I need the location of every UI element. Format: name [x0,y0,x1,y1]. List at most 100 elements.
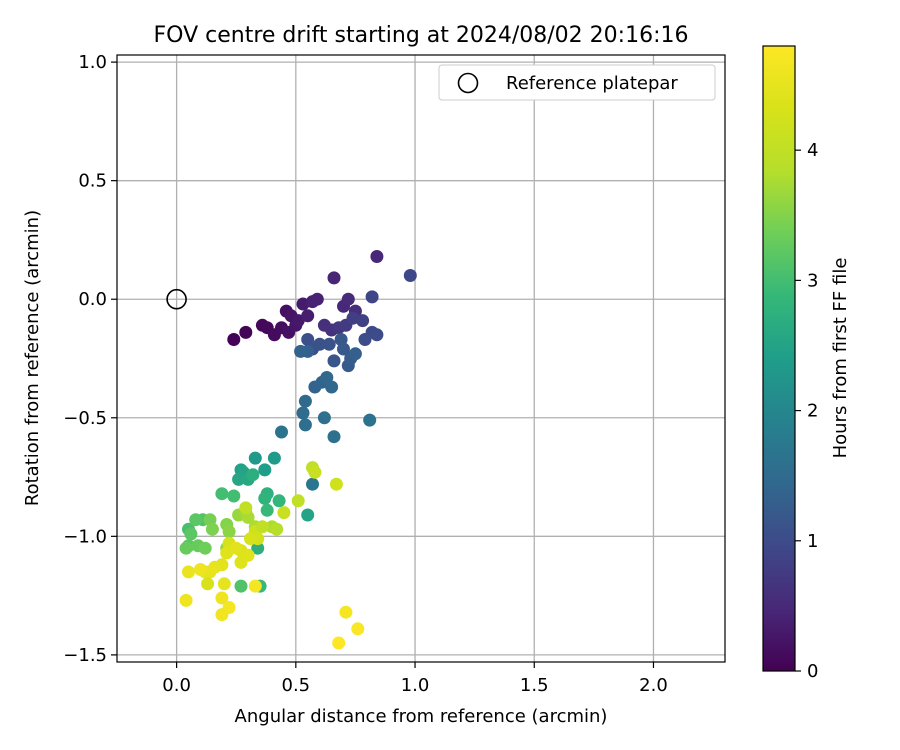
x-tick-label: 1.0 [401,675,430,696]
data-point [363,413,377,427]
data-point [348,347,362,361]
chart-title: FOV centre drift starting at 2024/08/02 … [154,23,689,48]
data-point [277,506,291,520]
colorbar-ticks: 0 1 2 3 4 [795,140,818,682]
data-point [217,577,231,591]
data-point [260,503,274,517]
x-axis-ticks: 0.0 0.5 1.0 1.5 2.0 [162,662,668,696]
data-point [258,463,272,477]
data-point [358,333,372,346]
data-point [313,337,327,351]
data-point [327,430,341,444]
data-point [215,608,229,622]
data-point [198,541,212,555]
data-point [234,579,248,593]
data-point [194,563,207,576]
x-tick-label: 0.0 [162,675,191,696]
data-point [308,465,322,479]
data-point [317,411,331,425]
data-point [370,328,384,342]
y-tick-label: −1.5 [63,645,107,666]
grid [117,55,725,662]
reference-platepar-marker [166,288,187,310]
y-tick-label: 1.0 [78,52,107,73]
data-point [294,344,308,358]
data-point [189,513,203,527]
data-point [201,577,215,591]
data-point [239,501,253,515]
data-point [267,451,281,465]
data-point [227,489,241,503]
y-tick-label: 0.0 [78,289,107,310]
data-point [205,522,219,536]
data-point [244,532,257,546]
colorbar: 0 1 2 3 4 Hours from first FF file [762,45,851,682]
data-point [270,522,284,536]
colorbar-tick-label: 0 [807,661,818,682]
plot-area: 0.0 0.5 1.0 1.5 2.0 1.0 0.5 0.0 −0.5 −1.0 −1.5 [63,52,726,696]
data-point [296,406,310,420]
data-point [322,337,336,351]
data-point [227,333,241,346]
data-point [306,477,319,491]
colorbar-tick-label: 3 [807,270,818,291]
data-point [365,290,379,304]
legend-entry-reference-platepar: Reference platepar [506,73,678,94]
data-point [356,314,370,328]
data-point [239,325,253,339]
x-tick-label: 1.5 [520,675,549,696]
data-point [215,487,229,501]
data-point [301,508,315,522]
data-point [327,271,341,285]
data-point [241,548,255,562]
data-point [182,565,195,579]
legend-reference-marker [457,72,479,94]
data-point [275,425,288,439]
data-point [248,579,262,593]
data-point [255,520,269,534]
legend-box [438,64,716,101]
data-point [341,292,355,306]
data-point [298,418,312,432]
data-point [246,468,260,482]
data-point [222,525,236,539]
data-point [215,591,229,605]
data-point [272,494,286,508]
data-point [248,451,262,465]
data-point [339,605,353,619]
y-axis-label: Rotation from reference (arcmin) [22,210,43,506]
data-point [301,309,315,323]
colorbar-label: Hours from first FF file [830,258,851,459]
x-tick-label: 2.0 [639,675,668,696]
x-axis-label: Angular distance from reference (arcmin) [235,706,608,727]
data-point [232,472,246,486]
x-tick-label: 0.5 [282,675,311,696]
legend: Reference platepar [438,64,716,101]
data-point [184,527,198,541]
data-point [179,593,193,607]
data-point [251,541,265,555]
y-tick-label: −0.5 [63,408,107,429]
colorbar-tick-label: 4 [807,140,818,161]
data-point [291,494,305,508]
data-point [329,477,343,491]
data-point [298,394,312,408]
data-point [310,292,324,306]
data-point [325,380,339,394]
data-point [332,636,346,650]
colorbar-tick-label: 2 [807,401,818,422]
colorbar-tick-label: 1 [807,531,818,552]
plot-frame [116,54,726,663]
data-point [179,541,193,555]
scatter-points [179,250,417,650]
data-point [229,541,243,555]
y-tick-label: 0.5 [78,171,107,192]
data-point [403,269,417,282]
data-point [370,250,384,263]
data-point [327,354,341,368]
data-point [258,491,272,505]
y-tick-label: −1.0 [63,526,107,547]
y-axis-ticks: 1.0 0.5 0.0 −0.5 −1.0 −1.5 [63,52,117,666]
data-point [337,342,350,356]
